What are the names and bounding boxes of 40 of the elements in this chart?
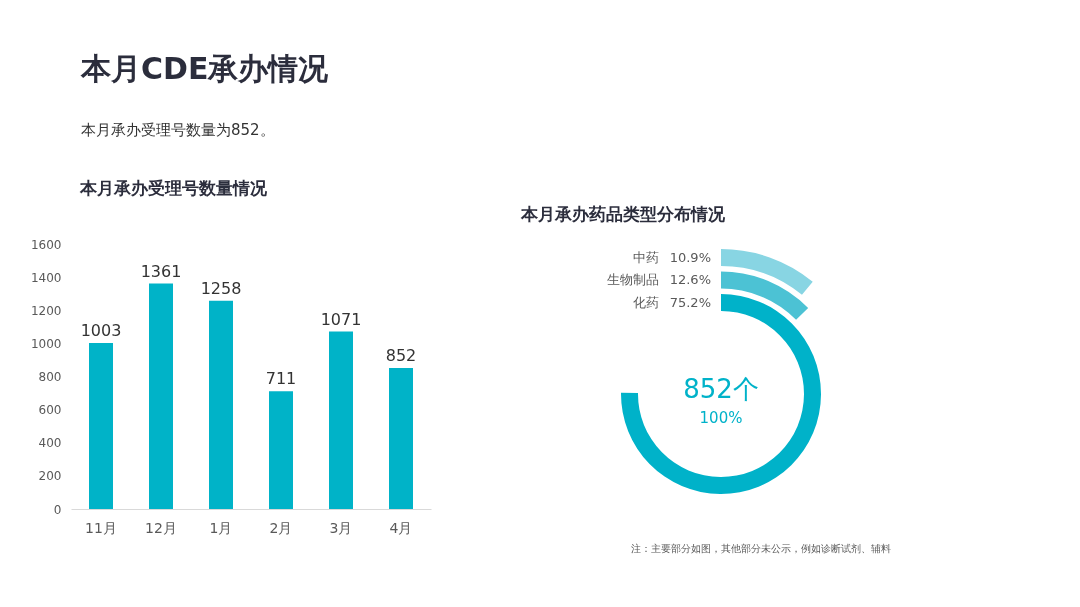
data-label: 1071 bbox=[320, 309, 362, 329]
data-label: 1003 bbox=[80, 320, 122, 340]
text: 100% bbox=[699, 409, 743, 427]
bar bbox=[209, 300, 233, 509]
text: 852个 bbox=[683, 374, 759, 404]
data-label: 852 bbox=[385, 345, 417, 365]
y-tick-label: 0 bbox=[53, 502, 62, 517]
text: 本月承办药品类型分布情况 bbox=[520, 204, 726, 224]
data-label: 75.2% bbox=[669, 294, 711, 310]
y-tick-label: 1600 bbox=[30, 237, 62, 252]
x-tick-label: 11月 bbox=[85, 519, 117, 536]
x-tick-label: 4月 bbox=[389, 519, 413, 536]
category-label: 中药 bbox=[633, 249, 659, 265]
data-label: 10.9% bbox=[669, 249, 711, 265]
y-tick-label: 800 bbox=[38, 370, 62, 384]
category-label: 生物制品 bbox=[607, 272, 659, 287]
y-tick-label: 400 bbox=[38, 436, 62, 451]
data-label: 12.6% bbox=[669, 272, 711, 287]
y-tick-label: 1200 bbox=[30, 303, 62, 318]
text: 注：主要部分如图，其他部分未公示，例如诊断试剂、辅料 bbox=[631, 543, 891, 554]
y-tick-label: 1000 bbox=[30, 336, 62, 351]
x-tick-label: 3月 bbox=[329, 519, 353, 536]
bar bbox=[329, 331, 353, 509]
y-tick-label: 1400 bbox=[30, 270, 62, 285]
category-label: 化药 bbox=[633, 294, 659, 310]
y-tick-label: 200 bbox=[38, 469, 62, 484]
bar bbox=[389, 367, 413, 509]
data-label: 711 bbox=[265, 369, 297, 389]
data-label: 1258 bbox=[200, 278, 242, 298]
data-label: 1361 bbox=[140, 261, 182, 281]
y-tick-label: 600 bbox=[38, 403, 62, 418]
text: 本月承办受理号数量为852。 bbox=[81, 121, 275, 139]
x-tick-label: 12月 bbox=[145, 519, 177, 536]
bar bbox=[149, 283, 173, 509]
bar bbox=[89, 342, 113, 509]
bar bbox=[269, 391, 293, 509]
chart-title: 本月承办受理号数量情况 bbox=[79, 178, 269, 198]
x-tick-label: 1月 bbox=[209, 519, 233, 536]
x-tick-label: 2月 bbox=[269, 519, 293, 536]
text: 本月CDE承办情况 bbox=[80, 51, 330, 86]
